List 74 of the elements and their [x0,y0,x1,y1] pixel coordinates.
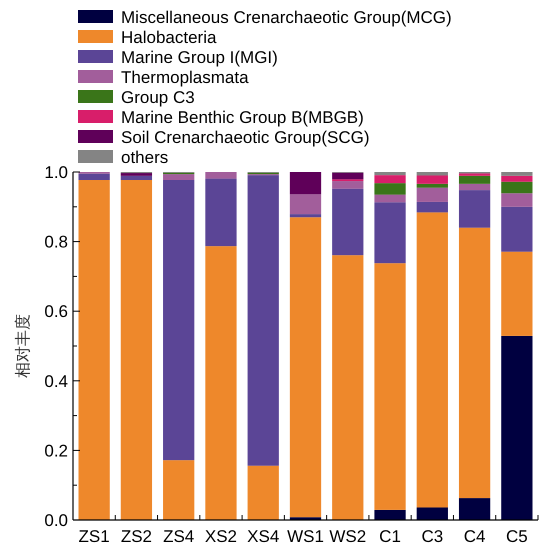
bar [205,246,237,520]
bar [332,255,364,520]
y-tick-label: 0.4 [44,372,68,391]
bar [248,175,279,466]
bar [205,178,237,246]
bar [416,175,448,184]
x-tick-label: XS4 [247,527,280,546]
legend-label: others [121,148,168,167]
legend-label: Marine Benthic Group B(MBGB) [121,108,364,127]
legend-label: Marine Group I(MGI) [121,48,278,67]
x-tick-label: C5 [506,527,528,546]
bar [374,263,406,510]
y-tick-label: 1.0 [44,163,68,182]
bar [163,174,194,180]
bar [163,180,194,460]
bar [374,175,406,184]
x-tick-label: C1 [379,527,401,546]
bar [374,172,406,176]
bar [416,202,448,212]
bar [248,466,279,520]
bar [374,183,406,195]
x-tick-label: XS2 [204,527,238,546]
y-tick-label: 0.0 [44,511,68,530]
x-tick-label: ZS1 [78,527,110,546]
y-tick-label: 0.8 [44,232,68,252]
x-tick-label: WS1 [287,527,324,546]
legend-label: Group C3 [121,88,195,107]
bar [416,188,448,202]
bar [290,172,322,194]
bar [290,214,322,218]
legend-label: Miscellaneous Crenarchaeotic Group(MCG) [121,8,452,27]
bar [501,336,533,520]
bar [458,184,490,190]
legend-label: Thermoplasmata [121,68,250,87]
x-tick-label: C4 [464,527,486,546]
bar [290,217,322,518]
bar [120,173,152,176]
bar [332,172,364,180]
x-tick-label: WS2 [329,527,366,546]
bar [120,180,152,520]
y-tick-label: 0.2 [44,441,68,460]
x-tick-label: C3 [421,527,444,546]
bar [78,180,110,520]
legend-label: Soil Crenarchaeotic Group(SCG) [121,128,370,147]
x-tick-label: ZS2 [120,527,152,546]
bar [416,172,448,176]
y-axis-title: 相对丰度 [14,314,32,378]
bar [458,190,490,228]
bar [78,174,110,180]
x-tick-label: ZS4 [163,527,194,546]
bar [416,212,448,508]
bar [501,176,533,182]
bar [290,194,322,214]
bar [501,206,533,252]
bar [374,202,406,264]
bar [501,252,533,336]
y-tick-label: 0.6 [44,302,68,322]
legend-label: Halobacteria [121,28,217,47]
bar [416,184,448,188]
bar [458,498,490,520]
bar [120,176,152,180]
bar [416,507,448,520]
bar [458,176,490,184]
bar [332,188,364,256]
bar [501,182,533,194]
bar [374,194,406,202]
bar [374,510,406,520]
bar [458,173,490,176]
bar [501,193,533,207]
bar [332,181,364,189]
bar [458,228,490,498]
bar [205,172,237,179]
bar [501,172,533,176]
bar [163,460,194,520]
